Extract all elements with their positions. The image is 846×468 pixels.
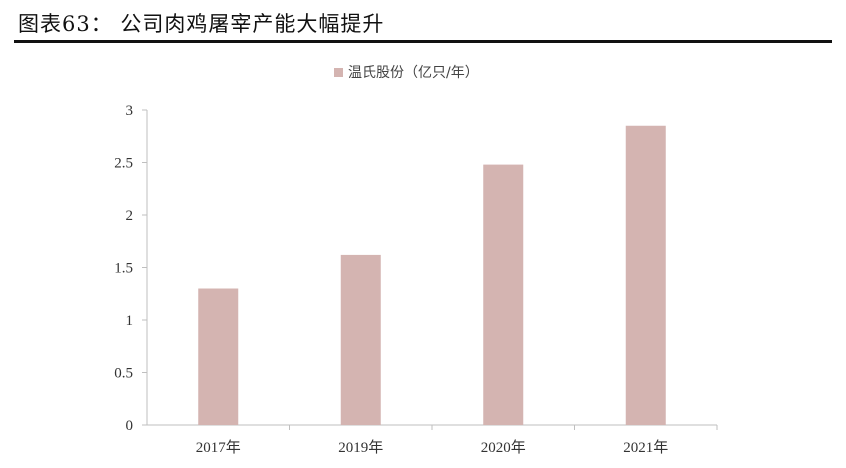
bar-1 [198,288,239,425]
y-tick-label: 0 [126,418,134,434]
chart-legend: 温氏股份（亿只/年） [334,65,479,81]
bar-3 [483,164,524,425]
figure-title: 图表63： 公司肉鸡屠宰产能大幅提升 [18,12,385,36]
x-tick-label: 2019年 [338,439,383,456]
y-tick-label: 1 [126,313,134,329]
bar-4 [625,125,666,425]
legend-swatch [334,68,343,77]
y-tick-label: 0.5 [114,366,133,382]
x-tick-label: 2021年 [623,439,668,456]
figure-header: 图表63： 公司肉鸡屠宰产能大幅提升 [14,4,832,38]
plot-area: 0 0.5 1 1.5 2 2.5 3 2017年 2019年 2020年 2021年 [114,103,718,456]
x-tick-label: 2020年 [481,439,526,456]
legend-label: 温氏股份（亿只/年） [348,65,479,81]
y-tick-label: 1.5 [114,261,133,277]
y-tick-label: 2 [126,208,134,224]
x-tick-label: 2017年 [196,439,241,456]
y-tick-label: 3 [126,103,134,119]
bar-2 [340,254,381,425]
title-divider [14,40,832,43]
y-tick-label: 2.5 [114,156,133,172]
